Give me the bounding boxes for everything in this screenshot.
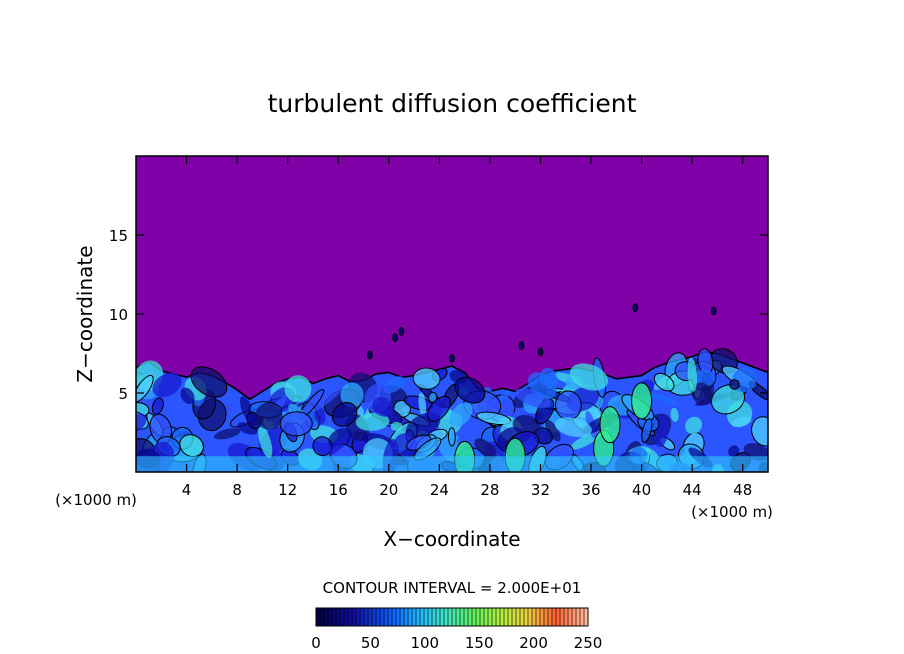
eddy xyxy=(312,436,333,456)
x-tick-label: 48 xyxy=(733,481,752,499)
x-tick-label: 44 xyxy=(683,481,702,499)
eddy xyxy=(327,428,352,450)
eddy xyxy=(544,419,561,442)
colorbar-tick-label: 100 xyxy=(410,634,439,652)
eddy xyxy=(284,375,312,403)
eddy xyxy=(447,427,456,447)
chart-title: turbulent diffusion coefficient xyxy=(268,89,637,118)
eddy xyxy=(179,434,204,458)
x-axis-label: X−coordinate xyxy=(383,527,520,551)
eddy xyxy=(670,407,679,422)
eddy xyxy=(190,366,228,398)
eddy xyxy=(180,387,195,405)
colorbar: 0 50 100 150 200 250 xyxy=(311,607,602,652)
eddy xyxy=(427,395,451,422)
eddy xyxy=(151,397,164,415)
eddy xyxy=(474,438,497,458)
eddy xyxy=(340,382,364,408)
eddy xyxy=(653,372,675,392)
detached-puff xyxy=(710,306,717,316)
high-value-patch xyxy=(599,406,621,444)
surface-layer xyxy=(136,456,768,472)
colorbar-labels: 0 50 100 150 200 250 xyxy=(311,634,602,652)
eddy xyxy=(331,401,358,427)
colorbar-tick-label: 0 xyxy=(311,634,321,652)
colorbar-tick-label: 150 xyxy=(465,634,494,652)
eddy xyxy=(728,445,740,458)
y-tick-label: 15 xyxy=(109,227,128,245)
x-tick-label: 28 xyxy=(480,481,499,499)
eddy xyxy=(692,369,716,388)
turbulence-layer xyxy=(136,303,768,472)
eddy xyxy=(454,376,486,404)
eddy xyxy=(152,372,182,398)
x-tick-label: 36 xyxy=(581,481,600,499)
eddy xyxy=(313,387,343,412)
eddy xyxy=(390,421,403,432)
x-tick-label: 24 xyxy=(430,481,449,499)
eddy xyxy=(355,412,390,431)
colorbar-tick-label: 50 xyxy=(361,634,380,652)
eddy xyxy=(691,382,713,406)
eddy xyxy=(641,418,653,443)
y-tick-label: 5 xyxy=(118,385,128,403)
eddy xyxy=(569,363,608,391)
eddy xyxy=(428,391,438,403)
detached-puff xyxy=(632,303,639,313)
eddy xyxy=(751,416,768,447)
eddy xyxy=(383,376,405,394)
y-tick-label: 10 xyxy=(109,306,128,324)
eddy xyxy=(412,367,441,390)
x-tick-label: 40 xyxy=(632,481,651,499)
eddy xyxy=(214,428,241,440)
eddy xyxy=(554,417,592,438)
eddy xyxy=(729,379,740,390)
detached-puff xyxy=(366,350,373,360)
eddy xyxy=(687,357,698,392)
plot-area xyxy=(136,156,768,472)
detached-puff xyxy=(537,347,544,357)
eddy xyxy=(685,416,703,435)
eddy xyxy=(258,424,273,459)
x-tick-label: 32 xyxy=(531,481,550,499)
x-tick-label: 12 xyxy=(278,481,297,499)
eddy xyxy=(418,392,427,417)
eddy xyxy=(279,411,313,437)
eddy xyxy=(255,402,283,430)
high-value-patch xyxy=(631,382,653,420)
eddy xyxy=(527,372,557,399)
colorbar-stripes xyxy=(319,608,585,626)
detached-puff xyxy=(398,326,405,336)
eddy xyxy=(731,416,752,427)
eddy xyxy=(136,374,154,403)
x-unit-left: (×1000 m) xyxy=(55,491,137,509)
detached-puff xyxy=(392,333,399,343)
eddy xyxy=(648,392,680,406)
eddy xyxy=(372,396,394,417)
eddy xyxy=(449,402,473,428)
y-axis: 5 10 15 xyxy=(109,227,768,403)
y-axis-label: Z−coordinate xyxy=(73,245,97,382)
x-tick-label: 8 xyxy=(232,481,242,499)
detached-puff xyxy=(518,341,525,351)
colorbar-tick-label: 250 xyxy=(574,634,603,652)
detached-puff xyxy=(449,353,455,363)
contour-interval-label: CONTOUR INTERVAL = 2.000E+01 xyxy=(323,579,582,597)
eddy xyxy=(514,388,552,408)
x-tick-label: 16 xyxy=(329,481,348,499)
x-axis: 4 8 12 16 20 24 28 32 36 40 44 48 xyxy=(182,156,752,499)
x-tick-label: 20 xyxy=(379,481,398,499)
x-tick-label: 4 xyxy=(182,481,192,499)
eddy xyxy=(328,435,348,455)
colorbar-tick-label: 200 xyxy=(519,634,548,652)
eddy xyxy=(497,390,511,405)
x-unit-right: (×1000 m) xyxy=(691,503,773,521)
